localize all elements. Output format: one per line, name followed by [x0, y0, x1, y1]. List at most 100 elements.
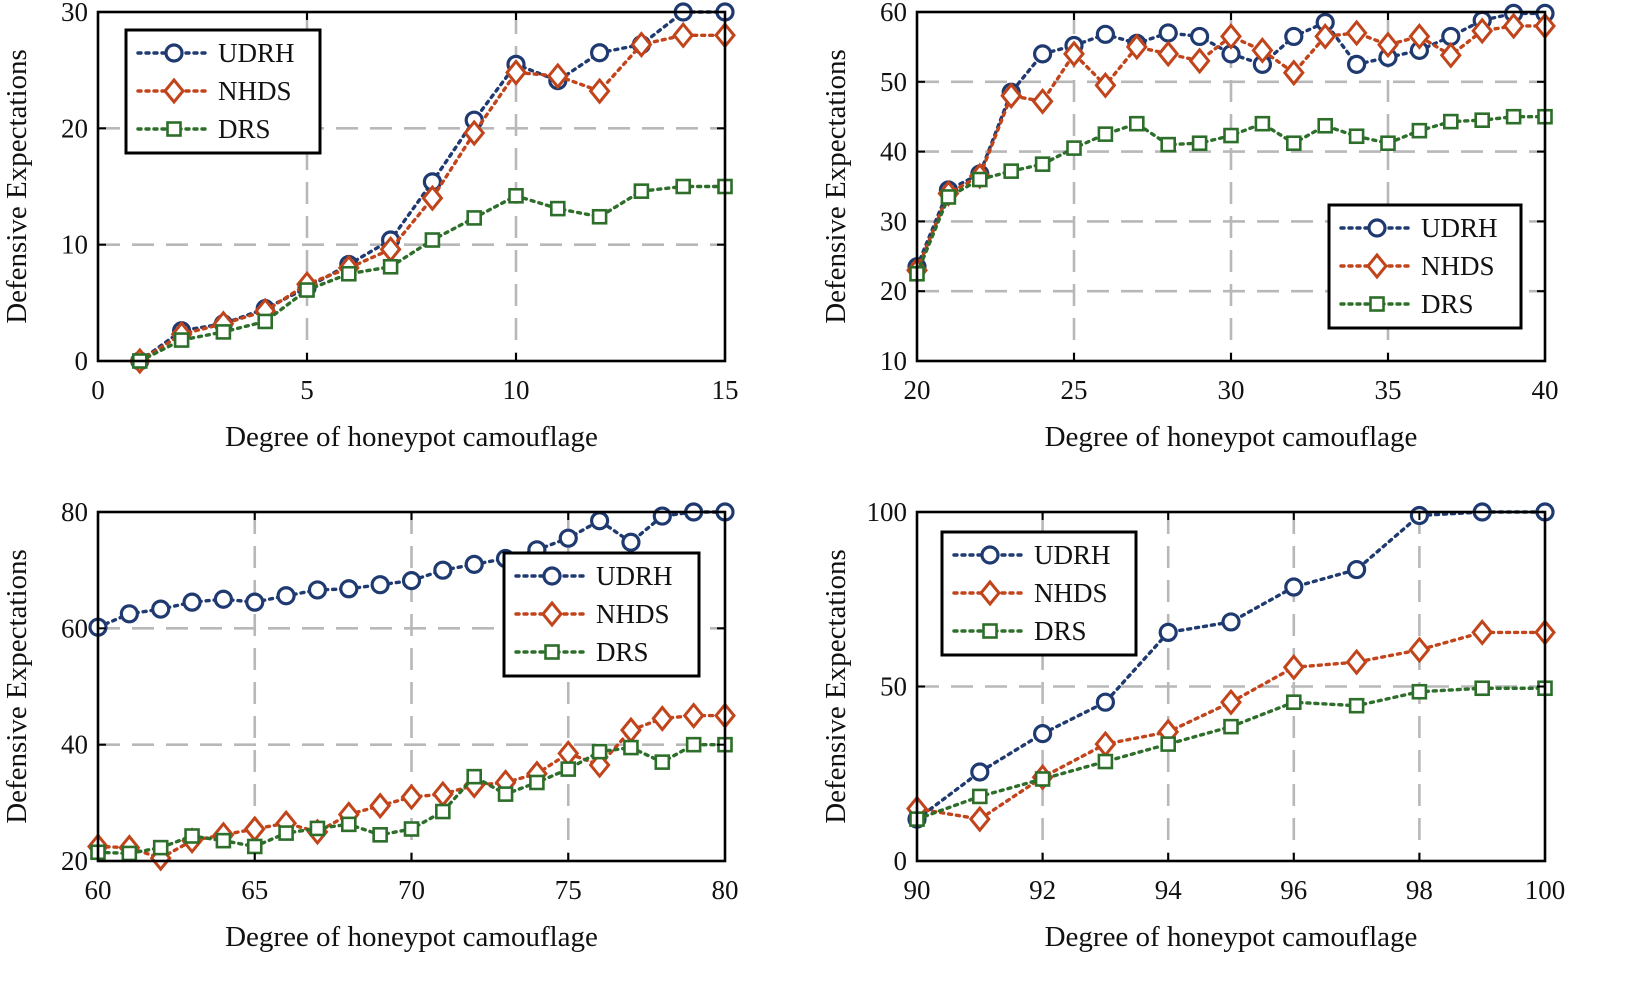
data-point-drs	[497, 786, 514, 802]
data-point-drs	[1286, 135, 1302, 152]
data-point-udrh	[1284, 577, 1304, 597]
y-tick-label: 0	[894, 846, 908, 876]
y-tick-label: 40	[880, 137, 907, 167]
legend-marker-nhds	[541, 600, 563, 628]
data-point-drs	[560, 761, 577, 777]
data-point-udrh	[433, 560, 453, 580]
data-point-udrh	[370, 575, 390, 595]
y-tick-label: 10	[880, 346, 907, 376]
data-point-nhds	[1471, 17, 1494, 45]
y-tick-label: 10	[61, 230, 88, 260]
y-tick-label: 30	[61, 0, 88, 27]
y-tick-label: 30	[880, 206, 907, 236]
data-point-udrh	[621, 532, 641, 552]
data-point-nhds	[369, 792, 392, 820]
legend-marker-udrh	[164, 43, 184, 63]
data-point-drs	[1160, 736, 1176, 752]
data-point-nhds	[682, 702, 705, 729]
legend-label-drs: DRS	[218, 114, 271, 144]
data-point-udrh	[401, 571, 422, 591]
legend-marker-drs	[1369, 296, 1385, 312]
data-point-nhds	[1345, 648, 1368, 676]
legend-marker-drs	[544, 644, 560, 660]
data-point-drs	[1411, 683, 1428, 700]
x-tick-label: 20	[904, 375, 931, 405]
y-tick-label: 50	[880, 67, 907, 97]
data-point-drs	[340, 265, 357, 282]
y-tick-label: 20	[61, 113, 88, 143]
data-point-drs	[184, 828, 200, 844]
data-point-udrh	[1346, 559, 1367, 580]
data-point-udrh	[1095, 24, 1116, 44]
y-tick-label: 0	[75, 346, 89, 376]
legend-label-udrh: UDRH	[1421, 213, 1498, 243]
data-point-nhds	[1220, 23, 1242, 50]
data-point-drs	[215, 832, 232, 849]
data-point-drs	[466, 768, 483, 785]
x-tick-label: 98	[1406, 875, 1433, 905]
data-point-drs	[1348, 697, 1365, 714]
data-point-udrh	[1032, 724, 1053, 744]
x-tick-label: 94	[1155, 875, 1183, 905]
data-point-drs	[340, 816, 357, 833]
data-point-nhds	[588, 77, 611, 105]
y-tick-label: 40	[61, 730, 88, 760]
data-point-nhds	[968, 805, 991, 833]
data-point-drs	[1129, 115, 1145, 132]
legend: UDRH NHDS DRS	[1327, 203, 1523, 330]
data-point-nhds	[588, 751, 611, 779]
data-point-drs	[246, 838, 263, 855]
data-point-drs	[1034, 156, 1051, 172]
legend-marker-nhds	[979, 579, 1001, 607]
y-tick-label: 60	[880, 0, 907, 27]
data-point-drs	[1223, 718, 1239, 735]
data-point-drs	[1223, 127, 1239, 144]
x-tick-label: 15	[712, 375, 739, 405]
data-point-udrh	[213, 589, 233, 609]
data-point-nhds	[1471, 619, 1494, 646]
data-point-udrh	[1346, 54, 1367, 74]
data-point-drs	[299, 282, 315, 298]
data-point-udrh	[119, 604, 139, 624]
legend: UDRH NHDS DRS	[940, 530, 1138, 657]
data-point-nhds	[1220, 688, 1242, 716]
legend-label-drs: DRS	[1421, 289, 1474, 319]
data-point-nhds	[1157, 40, 1180, 68]
data-point-udrh	[1032, 44, 1053, 64]
data-point-drs	[1380, 135, 1396, 152]
legend-label-nhds: NHDS	[1421, 251, 1495, 281]
y-tick-label: 100	[867, 497, 908, 527]
legend: UDRH NHDS DRS	[124, 28, 322, 155]
data-point-udrh	[1189, 26, 1210, 47]
data-point-nhds	[1408, 636, 1431, 664]
data-point-drs	[654, 754, 671, 770]
data-point-drs	[1097, 126, 1114, 142]
data-point-nhds	[463, 119, 486, 147]
data-point-drs	[1348, 128, 1365, 145]
data-point-drs	[121, 845, 138, 862]
x-tick-label: 5	[300, 375, 314, 405]
data-point-udrh	[1284, 26, 1304, 47]
x-tick-label: 75	[555, 875, 582, 905]
data-point-udrh	[151, 599, 171, 619]
data-point-drs	[675, 178, 692, 195]
x-tick-label: 25	[1061, 375, 1088, 405]
data-point-udrh	[245, 592, 265, 612]
legend-label-drs: DRS	[596, 637, 649, 667]
y-axis-label: Defensive Expectations	[820, 49, 852, 324]
chart-panel-1: 0 5 10 15 0 10 20 30 Degree of honeypot camoufla…	[1, 0, 739, 453]
legend-label-udrh: UDRH	[218, 38, 295, 68]
data-point-drs	[1317, 117, 1333, 134]
data-point-nhds	[1377, 31, 1399, 59]
y-tick-label: 80	[61, 497, 88, 527]
data-point-nhds	[1282, 653, 1305, 681]
x-tick-label: 35	[1375, 375, 1402, 405]
x-tick-label: 10	[503, 375, 530, 405]
x-tick-label: 0	[91, 375, 105, 405]
x-tick-label: 92	[1029, 875, 1056, 905]
data-point-nhds	[1282, 59, 1305, 87]
x-tick-label: 80	[712, 875, 739, 905]
data-point-drs	[971, 171, 988, 188]
